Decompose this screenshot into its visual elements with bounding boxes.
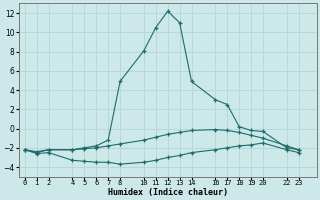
X-axis label: Humidex (Indice chaleur): Humidex (Indice chaleur) (108, 188, 228, 197)
